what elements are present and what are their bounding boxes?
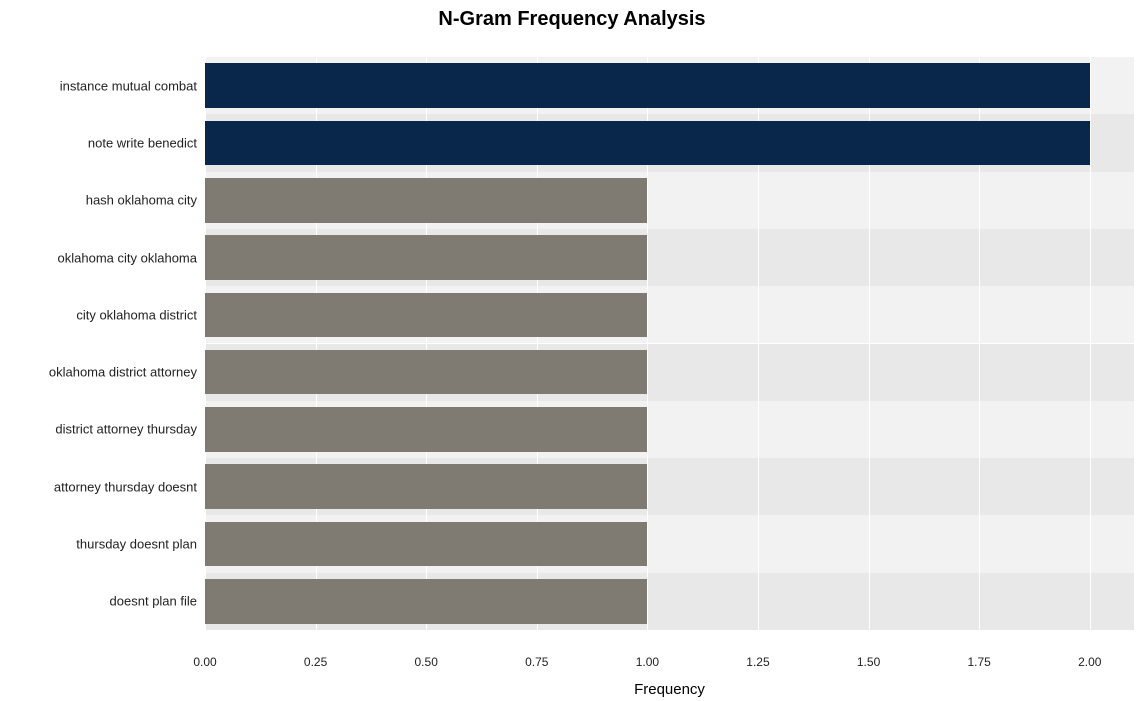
ngram-chart: N-Gram Frequency Analysis instance mutua… — [0, 0, 1144, 701]
x-tick-label: 0.75 — [525, 643, 548, 669]
x-tick-label: 0.00 — [193, 643, 216, 669]
y-axis-label: doesnt plan file — [110, 594, 205, 609]
bar — [205, 407, 647, 452]
y-axis-label: instance mutual combat — [60, 78, 205, 93]
bar — [205, 293, 647, 338]
bar — [205, 522, 647, 567]
chart-title: N-Gram Frequency Analysis — [0, 8, 1144, 31]
bar — [205, 178, 647, 223]
x-tick-label: 1.50 — [857, 643, 880, 669]
bar — [205, 579, 647, 624]
y-axis-label: attorney thursday doesnt — [54, 479, 205, 494]
y-axis-label: oklahoma city oklahoma — [58, 250, 205, 265]
x-tick-label: 1.75 — [967, 643, 990, 669]
bar — [205, 121, 1090, 166]
y-axis-label: city oklahoma district — [76, 307, 205, 322]
y-axis-label: hash oklahoma city — [86, 193, 205, 208]
y-axis-label: district attorney thursday — [55, 422, 205, 437]
x-axis-title: Frequency — [634, 681, 705, 698]
bar — [205, 350, 647, 395]
bar — [205, 63, 1090, 108]
bar — [205, 235, 647, 280]
plot-area: instance mutual combatnote write benedic… — [205, 35, 1134, 643]
y-axis-label: thursday doesnt plan — [76, 537, 205, 552]
x-tick-label: 1.25 — [746, 643, 769, 669]
y-axis-label: note write benedict — [88, 135, 205, 150]
y-axis-label: oklahoma district attorney — [49, 365, 205, 380]
bar — [205, 464, 647, 509]
gridline — [1090, 35, 1091, 643]
x-tick-label: 1.00 — [636, 643, 659, 669]
x-tick-label: 2.00 — [1078, 643, 1101, 669]
x-tick-label: 0.50 — [415, 643, 438, 669]
x-tick-label: 0.25 — [304, 643, 327, 669]
